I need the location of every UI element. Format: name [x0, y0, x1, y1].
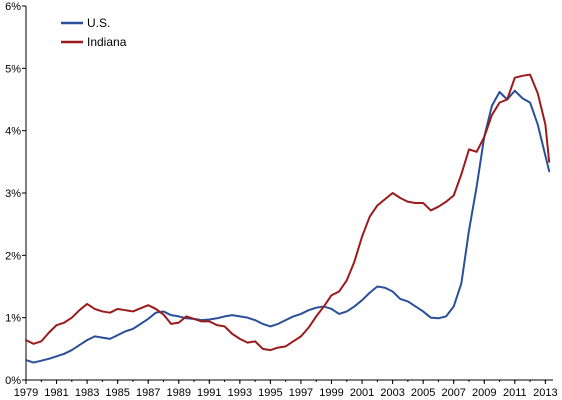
series-line-u-s: [25, 89, 551, 364]
x-tick-label: 1991: [197, 387, 221, 399]
series-line-indiana: [25, 73, 551, 352]
y-tick-label: 5%: [5, 63, 21, 75]
x-tick-label: 2005: [411, 387, 435, 399]
x-tick-label: 1981: [44, 387, 68, 399]
x-tick-label: 1997: [289, 387, 313, 399]
legend-label: Indiana: [87, 35, 127, 49]
y-tick-label: 3%: [5, 188, 21, 200]
x-tick-label: 1995: [258, 387, 282, 399]
x-tick-label: 2009: [472, 387, 496, 399]
y-tick-label: 4%: [5, 126, 21, 138]
y-tick-label: 2%: [5, 250, 21, 262]
x-tick-label: 2001: [350, 387, 374, 399]
y-axis: 0% 1% 2% 3% 4% 5% 6%: [5, 1, 27, 387]
plot-area: [25, 73, 551, 364]
x-tick-label: 1989: [167, 387, 191, 399]
y-tick-label: 1%: [5, 313, 21, 325]
x-tick-label: 1999: [319, 387, 343, 399]
legend-label: U.S.: [87, 16, 110, 30]
x-tick-label: 2007: [441, 387, 465, 399]
x-axis: 1979 1981 1983 1985 1987 1989 1991 1993 1995 1997…: [14, 379, 558, 399]
x-tick-label: 1985: [105, 387, 129, 399]
y-tick-label: 0%: [5, 375, 21, 387]
x-tick-label: 1979: [14, 387, 38, 399]
x-tick-label: 1983: [75, 387, 99, 399]
y-tick-label: 6%: [5, 1, 21, 13]
x-tick-label: 2013: [533, 387, 557, 399]
x-tick-label: 1993: [228, 387, 252, 399]
x-tick-label: 2003: [380, 387, 404, 399]
x-tick-label: 2011: [503, 387, 527, 399]
legend: U.S. Indiana: [61, 16, 127, 49]
x-tick-label: 1987: [136, 387, 160, 399]
